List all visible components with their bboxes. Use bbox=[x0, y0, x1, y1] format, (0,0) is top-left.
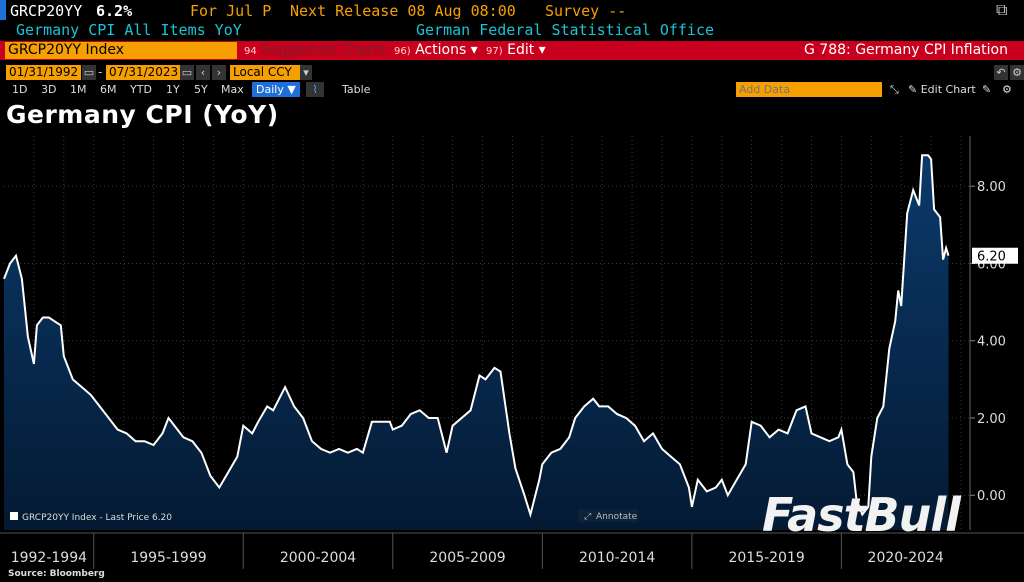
add-data-input[interactable] bbox=[736, 82, 882, 97]
edit-label: Edit ▾ bbox=[507, 42, 546, 58]
period-ytd[interactable]: YTD bbox=[130, 83, 152, 96]
x-tick-label: 2020-2024 bbox=[868, 550, 944, 566]
for-period: For Jul P bbox=[190, 2, 272, 20]
header-bar: GRCP20YY 6.2% For Jul P Next Release 08 … bbox=[0, 0, 1024, 20]
suggested-num: 94 bbox=[244, 46, 257, 57]
chart-id: G 788: Germany CPI Inflation bbox=[804, 42, 1008, 58]
annotate-icon: ⤢ bbox=[583, 512, 591, 522]
security-field[interactable]: GRCP20YY Index bbox=[5, 42, 237, 59]
x-axis: 1992-1994 1995-1999 2000-2004 2005-2009 2010… bbox=[0, 532, 1024, 569]
period-max[interactable]: Max bbox=[221, 83, 244, 96]
pencil-icon[interactable]: ✎ bbox=[982, 83, 992, 96]
currency-select[interactable]: Local CCY bbox=[230, 65, 304, 80]
toolbar: GRCP20YY Index 94 Suggested Charts 96) A… bbox=[0, 41, 1024, 60]
legend-swatch bbox=[10, 512, 18, 520]
next-release: Next Release 08 Aug 08:00 bbox=[290, 2, 516, 20]
x-tick-label: 1992-1994 bbox=[11, 550, 87, 566]
annotate-bg bbox=[578, 509, 638, 522]
annotate-button[interactable]: ⤢ Annotate bbox=[578, 509, 638, 522]
undo-icon[interactable]: ↶ bbox=[994, 65, 1008, 80]
x-tick-label: 2015-2019 bbox=[728, 550, 804, 566]
period-1y[interactable]: 1Y bbox=[166, 83, 180, 96]
edit-num: 97) bbox=[486, 46, 503, 57]
series-line bbox=[3, 154, 950, 519]
x-tick-label: 2000-2004 bbox=[280, 550, 356, 566]
expand-icon[interactable]: ⤡ bbox=[890, 83, 899, 96]
y-tick-label: 2.00 bbox=[977, 412, 1006, 427]
period-5y[interactable]: 5Y bbox=[194, 83, 208, 96]
y-axis: 0.002.004.006.008.00 bbox=[969, 136, 1006, 530]
start-date-field[interactable]: 01/31/1992 bbox=[6, 65, 82, 80]
area-fill bbox=[4, 155, 949, 531]
annotate-label: Annotate bbox=[596, 512, 638, 522]
last-price-marker: 6.20 bbox=[972, 247, 1018, 265]
period-3d[interactable]: 3D bbox=[41, 83, 57, 96]
actions-label: Actions ▾ bbox=[415, 42, 478, 58]
calendar-icon[interactable]: ▭ bbox=[180, 65, 194, 80]
y-tick-label: 4.00 bbox=[977, 335, 1006, 350]
cpi-chart[interactable]: 0.002.004.006.008.00 1992-1994 1995-1999 2… bbox=[0, 136, 1024, 569]
edit-chart-button[interactable]: ✎ Edit Chart bbox=[908, 83, 976, 96]
period-1m[interactable]: 1M bbox=[70, 83, 87, 96]
actions-menu[interactable]: 96) Actions ▾ bbox=[394, 42, 478, 59]
description-bar: Germany CPI All Items YoY German Federal… bbox=[0, 20, 1024, 40]
chevron-down-icon[interactable]: ▾ bbox=[300, 65, 312, 80]
watermark: FastBull bbox=[762, 488, 961, 542]
x-tick-label: 2010-2014 bbox=[579, 550, 655, 566]
period-bar: 1D 3D 1M 6M YTD 1Y 5Y Max Daily ▼ ⌇ Tabl… bbox=[0, 81, 1024, 98]
y-tick-label: 8.00 bbox=[977, 180, 1006, 195]
end-date-field[interactable]: 07/31/2023 bbox=[106, 65, 182, 80]
frequency-select[interactable]: Daily ▼ bbox=[252, 82, 300, 97]
x-tick-label: 2005-2009 bbox=[429, 550, 505, 566]
date-controls: 01/31/1992 ▭ - 07/31/2023 ▭ ‹ › Local CC… bbox=[0, 64, 1024, 81]
x-tick-label: 1995-1999 bbox=[130, 550, 206, 566]
suggested-charts-button[interactable]: 94 Suggested Charts bbox=[244, 42, 386, 59]
suggested-label: Suggested Charts bbox=[261, 42, 386, 58]
date-separator: - bbox=[98, 65, 103, 79]
survey: Survey -- bbox=[545, 2, 627, 20]
chart-title: Germany CPI (YoY) bbox=[6, 100, 279, 129]
last-price-label: 6.20 bbox=[977, 250, 1006, 265]
actions-num: 96) bbox=[394, 46, 411, 57]
popout-icon[interactable]: ⧉ bbox=[996, 0, 1008, 19]
last-value: 6.2% bbox=[96, 2, 133, 20]
period-1d[interactable]: 1D bbox=[12, 83, 28, 96]
edit-menu[interactable]: 97) Edit ▾ bbox=[486, 42, 546, 59]
calendar-icon[interactable]: ▭ bbox=[82, 65, 96, 80]
chevron-right-icon[interactable]: › bbox=[212, 65, 226, 80]
chevron-left-icon[interactable]: ‹ bbox=[196, 65, 210, 80]
source-label: Source: Bloomberg bbox=[8, 569, 105, 579]
source-agency: German Federal Statistical Office bbox=[416, 21, 715, 39]
period-6m[interactable]: 6M bbox=[100, 83, 117, 96]
gear-icon[interactable]: ⚙ bbox=[1002, 83, 1012, 96]
ticker-marker bbox=[0, 0, 6, 20]
security-description: Germany CPI All Items YoY bbox=[16, 21, 242, 39]
legend-text: GRCP20YY Index - Last Price 6.20 bbox=[22, 513, 172, 523]
last-price-box bbox=[972, 247, 1018, 264]
legend: GRCP20YY Index - Last Price 6.20 bbox=[10, 512, 172, 523]
settings-icon[interactable]: ⚙ bbox=[1010, 65, 1024, 80]
ticker-symbol[interactable]: GRCP20YY bbox=[10, 2, 83, 20]
line-chart-icon[interactable]: ⌇ bbox=[306, 82, 324, 97]
y-tick-label: 0.00 bbox=[977, 489, 1006, 504]
edit-chart-label: Edit Chart bbox=[920, 83, 976, 96]
table-button[interactable]: Table bbox=[342, 83, 371, 96]
